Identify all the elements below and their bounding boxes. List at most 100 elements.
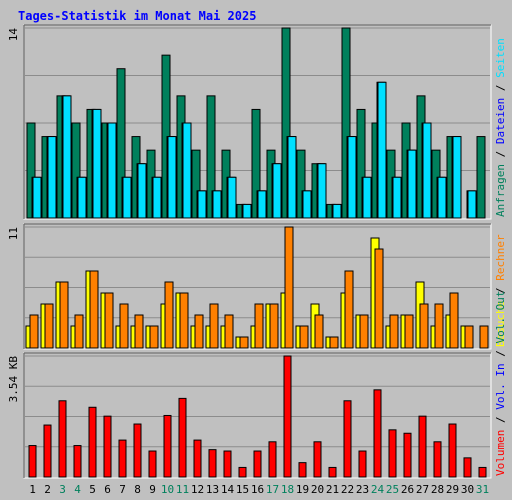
bar-volumen-day-4	[73, 445, 82, 478]
bar-volumen-day-7	[118, 439, 127, 478]
x-tick-label: 9	[149, 483, 156, 496]
bar-rechner-day-19	[299, 325, 309, 349]
bar-volumen-day-21	[328, 466, 337, 478]
x-tick-label: 16	[251, 483, 264, 496]
bar-volumen-day-15	[238, 466, 247, 478]
x-tick-label: 10	[161, 483, 174, 496]
bar-seiten-day-10	[167, 136, 177, 219]
bar-rechner-day-16	[254, 303, 264, 349]
x-tick-label: 13	[206, 483, 219, 496]
bar-volumen-day-29	[448, 423, 457, 478]
bar-seiten-day-18	[287, 136, 297, 219]
bar-volumen-day-19	[298, 462, 307, 478]
bar-seiten-day-17	[272, 163, 282, 219]
x-tick-label: 7	[119, 483, 126, 496]
bar-volumen-day-31	[478, 466, 487, 478]
bar-seiten-day-2	[47, 136, 57, 219]
bar-volumen-day-5	[88, 406, 97, 478]
bar-volumen-day-20	[313, 441, 322, 478]
bar-rechner-day-1	[29, 314, 39, 349]
bar-seiten-day-20	[317, 163, 327, 219]
bar-rechner-day-11	[179, 292, 189, 349]
legend-besuche: Besuche	[494, 301, 507, 347]
bar-volumen-day-14	[223, 450, 232, 478]
bar-anfragen-day-1	[26, 122, 36, 219]
x-tick-label: 31	[476, 483, 489, 496]
bar-rechner-day-10	[164, 281, 174, 349]
bar-anfragen-day-19	[296, 149, 306, 219]
bar-rechner-day-6	[104, 292, 114, 349]
bar-seiten-day-9	[152, 176, 162, 219]
bar-seiten-day-1	[32, 176, 42, 219]
legend-vol-out: Vol. Out	[494, 291, 507, 344]
panel-legend: Anfragen / Dateien / Seiten	[494, 38, 507, 217]
bar-seiten-day-22	[347, 136, 357, 219]
legend-vol-in: Vol. In	[494, 363, 507, 409]
bar-rechner-day-14	[224, 314, 234, 349]
bar-volumen-day-16	[253, 450, 262, 478]
bar-seiten-day-4	[77, 176, 87, 219]
bar-seiten-day-5	[92, 108, 102, 219]
x-tick-label: 20	[311, 483, 324, 496]
bar-volumen-day-2	[43, 424, 52, 478]
bar-rechner-day-4	[74, 314, 84, 349]
panel-legend: Volumen / Vol. In / Vol. Out	[494, 291, 507, 476]
bar-anfragen-day-4	[71, 122, 81, 219]
bar-seiten-day-16	[257, 190, 267, 219]
bar-volumen-day-30	[463, 457, 472, 478]
bar-rechner-day-25	[389, 314, 399, 349]
x-tick-label: 12	[191, 483, 204, 496]
bar-anfragen-day-13	[206, 95, 216, 219]
bar-volumen-day-28	[433, 441, 442, 478]
bar-rechner-day-31	[479, 325, 489, 349]
bar-seiten-day-29	[452, 136, 462, 219]
bar-anfragen-day-23	[356, 108, 366, 219]
bar-rechner-day-20	[314, 314, 324, 349]
bar-rechner-day-17	[269, 303, 279, 349]
bar-seiten-day-8	[137, 163, 147, 219]
x-tick-label: 18	[281, 483, 294, 496]
bar-volumen-day-23	[358, 450, 367, 478]
x-tick-label: 26	[401, 483, 414, 496]
y-max-label: 3.54 KB	[7, 356, 20, 403]
x-tick-label: 3	[59, 483, 66, 496]
bar-seiten-day-28	[437, 176, 447, 219]
bar-rechner-day-12	[194, 314, 204, 349]
bar-volumen-day-17	[268, 441, 277, 478]
x-tick-label: 2	[44, 483, 51, 496]
x-tick-label: 5	[89, 483, 96, 496]
bar-rechner-day-18	[284, 226, 294, 349]
bar-anfragen-day-12	[191, 149, 201, 219]
x-tick-label: 4	[74, 483, 81, 496]
bar-rechner-day-5	[89, 270, 99, 349]
x-tick-label: 8	[134, 483, 141, 496]
bar-volumen-day-25	[388, 429, 397, 478]
legend-volumen: Volumen	[494, 430, 507, 476]
bar-volumen-day-27	[418, 415, 427, 478]
bar-volumen-day-10	[163, 414, 172, 478]
x-tick-label: 27	[416, 483, 429, 496]
bar-rechner-day-3	[59, 281, 69, 349]
bar-seiten-day-27	[422, 122, 432, 219]
x-tick-label: 21	[326, 483, 339, 496]
x-tick-label: 24	[371, 483, 385, 496]
x-tick-label: 15	[236, 483, 249, 496]
bar-volumen-day-11	[178, 397, 187, 478]
y-max-label: 14	[7, 28, 20, 42]
x-tick-label: 30	[461, 483, 474, 496]
bar-seiten-day-19	[302, 190, 312, 219]
bar-volumen-day-22	[343, 400, 352, 478]
x-tick-label: 23	[356, 483, 369, 496]
bar-volumen-day-8	[133, 423, 142, 478]
bar-rechner-day-13	[209, 303, 219, 349]
bar-rechner-day-23	[359, 314, 369, 349]
x-tick-label: 19	[296, 483, 309, 496]
bar-seiten-day-3	[62, 95, 72, 219]
x-tick-label: 6	[104, 483, 111, 496]
bar-rechner-day-9	[149, 325, 159, 349]
bar-rechner-day-15	[239, 336, 249, 349]
legend-anfragen: Anfragen	[494, 164, 507, 217]
bar-volumen-day-12	[193, 439, 202, 478]
bar-volumen-day-3	[58, 400, 67, 478]
